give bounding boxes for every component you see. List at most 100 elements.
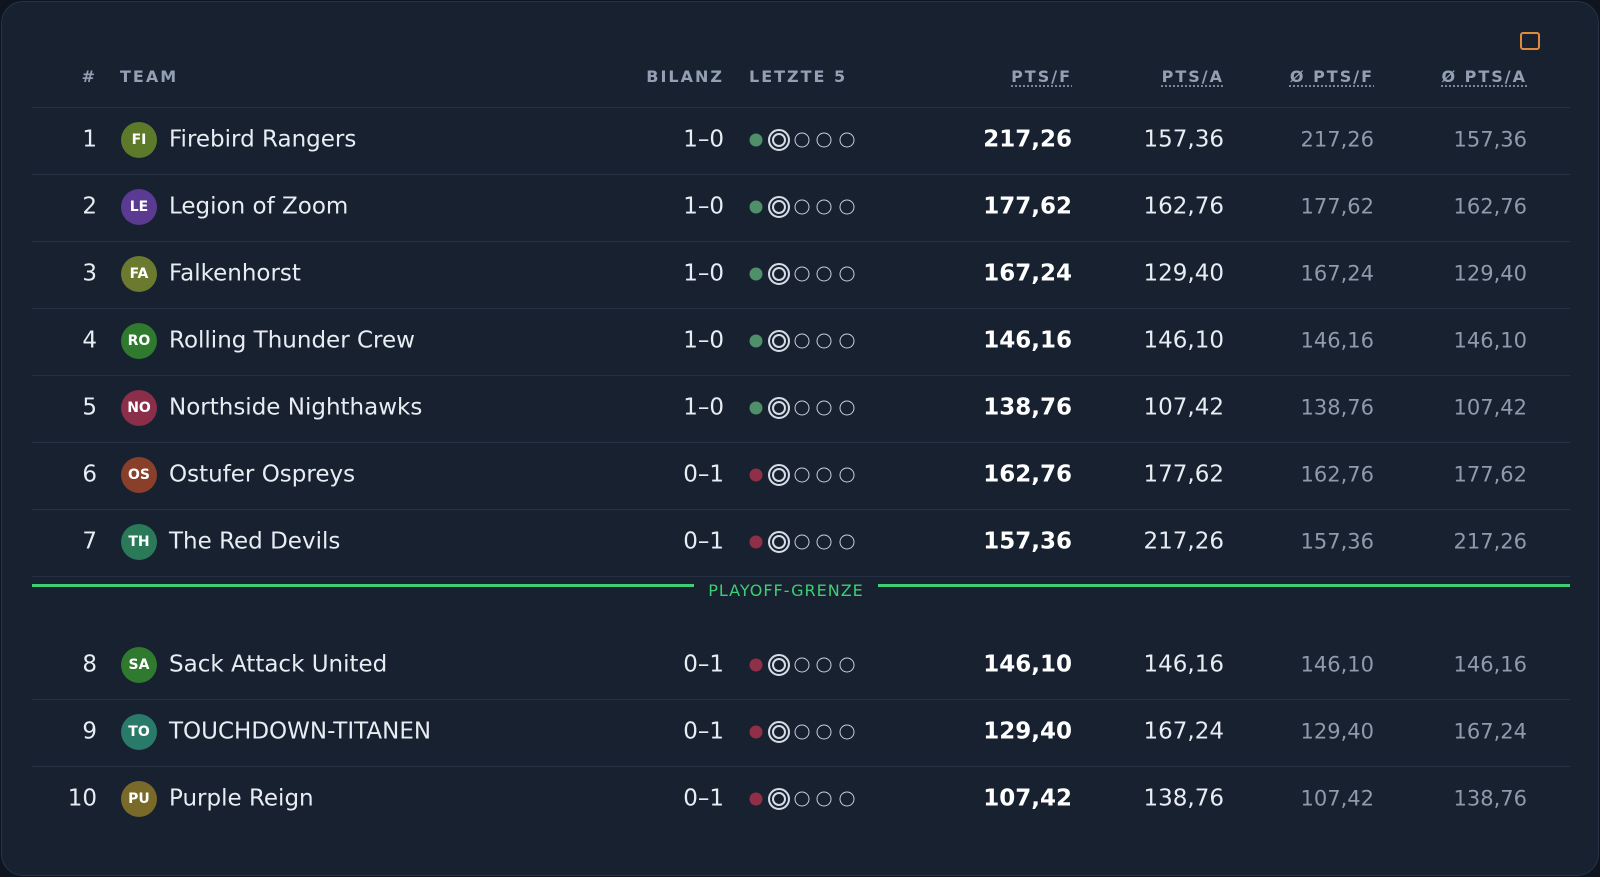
playoff-line bbox=[32, 584, 694, 587]
record: 1–0 bbox=[683, 193, 724, 220]
form-empty bbox=[839, 333, 855, 349]
form-empty bbox=[816, 657, 832, 673]
form-result bbox=[749, 792, 763, 806]
avg-points-for: 217,26 bbox=[1300, 127, 1374, 152]
form-result bbox=[749, 133, 763, 147]
avg-points-for: 138,76 bbox=[1300, 395, 1374, 420]
form-result bbox=[749, 468, 763, 482]
points-for: 107,42 bbox=[983, 785, 1072, 812]
points-against: 138,76 bbox=[1143, 785, 1224, 812]
form-current bbox=[768, 263, 790, 285]
avg-points-for: 162,76 bbox=[1300, 462, 1374, 487]
form-current bbox=[768, 788, 790, 810]
avg-points-for: 129,40 bbox=[1300, 719, 1374, 744]
form-empty bbox=[839, 534, 855, 550]
row-separator bbox=[32, 241, 1570, 242]
team-name: Rolling Thunder Crew bbox=[169, 327, 415, 354]
row-separator bbox=[32, 107, 1570, 108]
rank: 7 bbox=[82, 528, 97, 555]
team-name: Ostufer Ospreys bbox=[169, 461, 356, 488]
team-name: Purple Reign bbox=[169, 785, 314, 812]
avg-points-for: 107,42 bbox=[1300, 786, 1374, 811]
rank: 5 bbox=[82, 394, 97, 421]
points-for: 146,16 bbox=[983, 327, 1072, 354]
form-empty bbox=[794, 657, 810, 673]
rank: 9 bbox=[82, 718, 97, 745]
points-against: 107,42 bbox=[1143, 394, 1224, 421]
points-for: 129,40 bbox=[983, 718, 1072, 745]
column-header: TEAM bbox=[120, 67, 179, 86]
points-for: 146,10 bbox=[983, 651, 1072, 678]
rank: 8 bbox=[82, 651, 97, 678]
points-for: 167,24 bbox=[983, 260, 1072, 287]
row-separator bbox=[32, 308, 1570, 309]
form-empty bbox=[839, 724, 855, 740]
form-current bbox=[768, 654, 790, 676]
form-result bbox=[749, 658, 763, 672]
points-for: 177,62 bbox=[983, 193, 1072, 220]
record: 0–1 bbox=[683, 528, 724, 555]
team-avatar: SA bbox=[121, 647, 157, 683]
form-empty bbox=[839, 199, 855, 215]
avg-points-for: 146,10 bbox=[1300, 652, 1374, 677]
form-empty bbox=[816, 400, 832, 416]
column-header: # bbox=[81, 67, 97, 86]
playoff-line bbox=[878, 584, 1570, 587]
team-avatar: LE bbox=[121, 189, 157, 225]
rank: 2 bbox=[82, 193, 97, 220]
team-avatar: PU bbox=[121, 781, 157, 817]
team-name: Sack Attack United bbox=[169, 651, 388, 678]
record: 0–1 bbox=[683, 785, 724, 812]
form-empty bbox=[839, 467, 855, 483]
team-avatar: FI bbox=[121, 122, 157, 158]
form-empty bbox=[839, 400, 855, 416]
form-empty bbox=[839, 657, 855, 673]
form-result bbox=[749, 334, 763, 348]
row-separator bbox=[32, 509, 1570, 510]
points-against: 217,26 bbox=[1143, 528, 1224, 555]
form-empty bbox=[839, 132, 855, 148]
avg-points-against: 138,76 bbox=[1453, 786, 1527, 811]
record: 0–1 bbox=[683, 651, 724, 678]
avg-points-against: 157,36 bbox=[1453, 127, 1527, 152]
form-empty bbox=[816, 534, 832, 550]
avg-points-against: 146,16 bbox=[1453, 652, 1527, 677]
row-separator bbox=[32, 442, 1570, 443]
form-empty bbox=[794, 132, 810, 148]
team-name: Northside Nighthawks bbox=[169, 394, 423, 421]
points-against: 162,76 bbox=[1143, 193, 1224, 220]
points-against: 177,62 bbox=[1143, 461, 1224, 488]
points-against: 146,16 bbox=[1143, 651, 1224, 678]
team-avatar: TH bbox=[121, 524, 157, 560]
team-name: Legion of Zoom bbox=[169, 193, 349, 220]
form-current bbox=[768, 531, 790, 553]
team-avatar: OS bbox=[121, 457, 157, 493]
avg-points-against: 217,26 bbox=[1453, 529, 1527, 554]
form-empty bbox=[794, 266, 810, 282]
avg-points-for: 177,62 bbox=[1300, 194, 1374, 219]
form-empty bbox=[816, 266, 832, 282]
row-separator bbox=[32, 576, 1570, 577]
rank: 4 bbox=[82, 327, 97, 354]
playoff-label: PLAYOFF-GRENZE bbox=[708, 581, 864, 600]
column-header: PTS/A bbox=[1161, 67, 1224, 86]
rank: 3 bbox=[82, 260, 97, 287]
form-empty bbox=[839, 791, 855, 807]
row-separator bbox=[32, 699, 1570, 700]
rank: 1 bbox=[82, 126, 97, 153]
rank: 6 bbox=[82, 461, 97, 488]
team-name: TOUCHDOWN-TITANEN bbox=[169, 718, 432, 745]
column-header: BILANZ bbox=[646, 67, 724, 86]
avg-points-for: 167,24 bbox=[1300, 261, 1374, 286]
embed-icon[interactable] bbox=[1520, 32, 1540, 50]
points-against: 167,24 bbox=[1143, 718, 1224, 745]
team-name: Falkenhorst bbox=[169, 260, 301, 287]
avg-points-against: 129,40 bbox=[1453, 261, 1527, 286]
avg-points-against: 146,10 bbox=[1453, 328, 1527, 353]
row-separator bbox=[32, 766, 1570, 767]
avg-points-for: 146,16 bbox=[1300, 328, 1374, 353]
points-for: 217,26 bbox=[983, 126, 1072, 153]
record: 0–1 bbox=[683, 718, 724, 745]
points-for: 162,76 bbox=[983, 461, 1072, 488]
form-empty bbox=[816, 724, 832, 740]
